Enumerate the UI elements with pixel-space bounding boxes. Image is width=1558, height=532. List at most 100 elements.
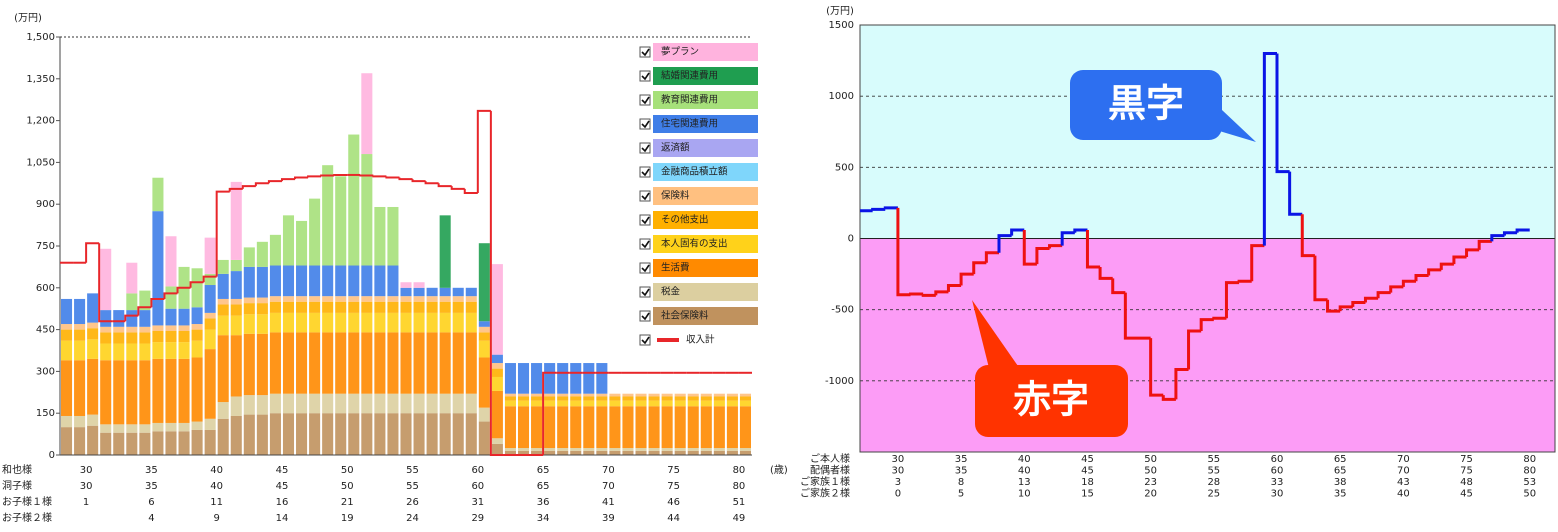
bar-segment xyxy=(557,396,569,401)
bar-segment xyxy=(374,206,386,266)
x-tick-label: 6 xyxy=(148,497,154,508)
bar-segment xyxy=(296,220,308,266)
bar-segment xyxy=(152,422,164,432)
bar-segment xyxy=(478,407,490,422)
legend-check xyxy=(641,216,650,225)
step-segment xyxy=(307,175,322,178)
bar-segment xyxy=(557,448,569,451)
step-segment xyxy=(1224,281,1240,319)
bar-segment xyxy=(400,393,412,414)
x-tick-label: 55 xyxy=(406,465,419,476)
bar-segment xyxy=(87,414,99,426)
bar-segment xyxy=(544,393,556,397)
bar-segment xyxy=(374,265,386,297)
bar-segment xyxy=(413,296,425,302)
y-tick-label: 0 xyxy=(848,234,854,245)
bar-segment xyxy=(713,450,725,455)
bar-segment xyxy=(465,332,477,394)
y-tick-label: -500 xyxy=(831,305,854,316)
bar-segment xyxy=(282,413,295,455)
bar-segment xyxy=(361,332,373,394)
bar-segment xyxy=(217,402,229,419)
step-segment xyxy=(254,182,269,187)
bar-segment xyxy=(374,413,386,455)
x-tick-label: 20 xyxy=(1144,489,1157,500)
legend-label: 収入計 xyxy=(686,334,715,346)
bar-segment xyxy=(322,413,334,455)
bar-segment xyxy=(544,363,556,394)
bar-segment xyxy=(100,424,112,433)
bar-segment xyxy=(74,427,86,455)
bar-segment xyxy=(113,326,125,333)
x-tick-label: 50 xyxy=(1523,489,1536,500)
bar-segment xyxy=(322,265,334,297)
row-name: ご家族１様 xyxy=(800,475,850,488)
y-tick-label: 600 xyxy=(36,283,55,294)
step-segment xyxy=(1073,228,1088,233)
bar-segment xyxy=(309,301,321,313)
bar-segment xyxy=(583,400,595,407)
x-tick-label: 10 xyxy=(1018,489,1031,500)
annotation: 黒字 xyxy=(1108,82,1184,126)
bar-segment xyxy=(256,266,268,298)
x-tick-label: 9 xyxy=(213,513,219,524)
bar-segment xyxy=(700,393,712,397)
bar-segment xyxy=(570,363,582,394)
bar-segment xyxy=(61,427,73,455)
x-tick-label: 60 xyxy=(471,481,484,492)
bar-segment xyxy=(191,324,203,330)
step-segment xyxy=(972,261,987,275)
legend-checkbox xyxy=(639,286,651,298)
step-segment xyxy=(489,110,504,456)
y-unit: (万円) xyxy=(14,13,42,24)
bar-segment xyxy=(426,332,438,394)
bar-segment xyxy=(400,413,412,455)
step-segment xyxy=(294,176,309,180)
bar-segment xyxy=(282,301,295,313)
legend-checkbox xyxy=(639,238,651,250)
bar-segment xyxy=(426,287,438,297)
step-segment xyxy=(1515,228,1530,233)
legend-label: 本人固有の支出 xyxy=(661,238,728,250)
bar-segment xyxy=(544,450,556,455)
bar-segment xyxy=(374,312,386,333)
bar-segment xyxy=(387,296,399,302)
bar-segment xyxy=(544,400,556,407)
y-tick-label: 1,500 xyxy=(26,32,55,43)
legend-label: 社会保険料 xyxy=(661,310,709,322)
step-segment xyxy=(385,176,400,179)
bar-segment xyxy=(609,400,621,407)
bar-segment xyxy=(413,287,425,297)
x-tick-label: 75 xyxy=(1460,466,1473,477)
bar-segment xyxy=(296,332,308,394)
bar-segment xyxy=(596,406,608,449)
bar-segment xyxy=(544,448,556,451)
bar-segment xyxy=(361,265,373,297)
x-tick-label: 43 xyxy=(1397,477,1410,488)
bar-segment xyxy=(661,450,673,455)
callout-surplus: 黒字 xyxy=(1070,70,1256,142)
bar-segment xyxy=(648,393,660,397)
step-segment xyxy=(883,206,898,210)
x-tick-label: 50 xyxy=(341,481,354,492)
bar-segment xyxy=(609,450,621,455)
bar-segment xyxy=(387,265,399,297)
bar-segment xyxy=(700,396,712,401)
x-tick-label: 18 xyxy=(1081,477,1094,488)
bar-segment xyxy=(165,330,177,343)
x-tick-label: 23 xyxy=(1144,477,1157,488)
bar-segment xyxy=(491,368,503,377)
bar-segment xyxy=(335,413,347,455)
bar-segment xyxy=(557,363,569,394)
step-segment xyxy=(1363,296,1379,303)
y-tick-label: 500 xyxy=(835,162,854,173)
bar-segment xyxy=(713,393,725,397)
bar-segment xyxy=(191,268,203,308)
bar-segment xyxy=(74,415,86,428)
bar-segment xyxy=(152,177,164,212)
x-tick-label: 29 xyxy=(471,513,484,524)
bar-segment xyxy=(152,431,164,455)
step-segment xyxy=(320,174,335,177)
x-tick-label: 21 xyxy=(341,497,354,508)
bar-segment xyxy=(400,301,412,313)
